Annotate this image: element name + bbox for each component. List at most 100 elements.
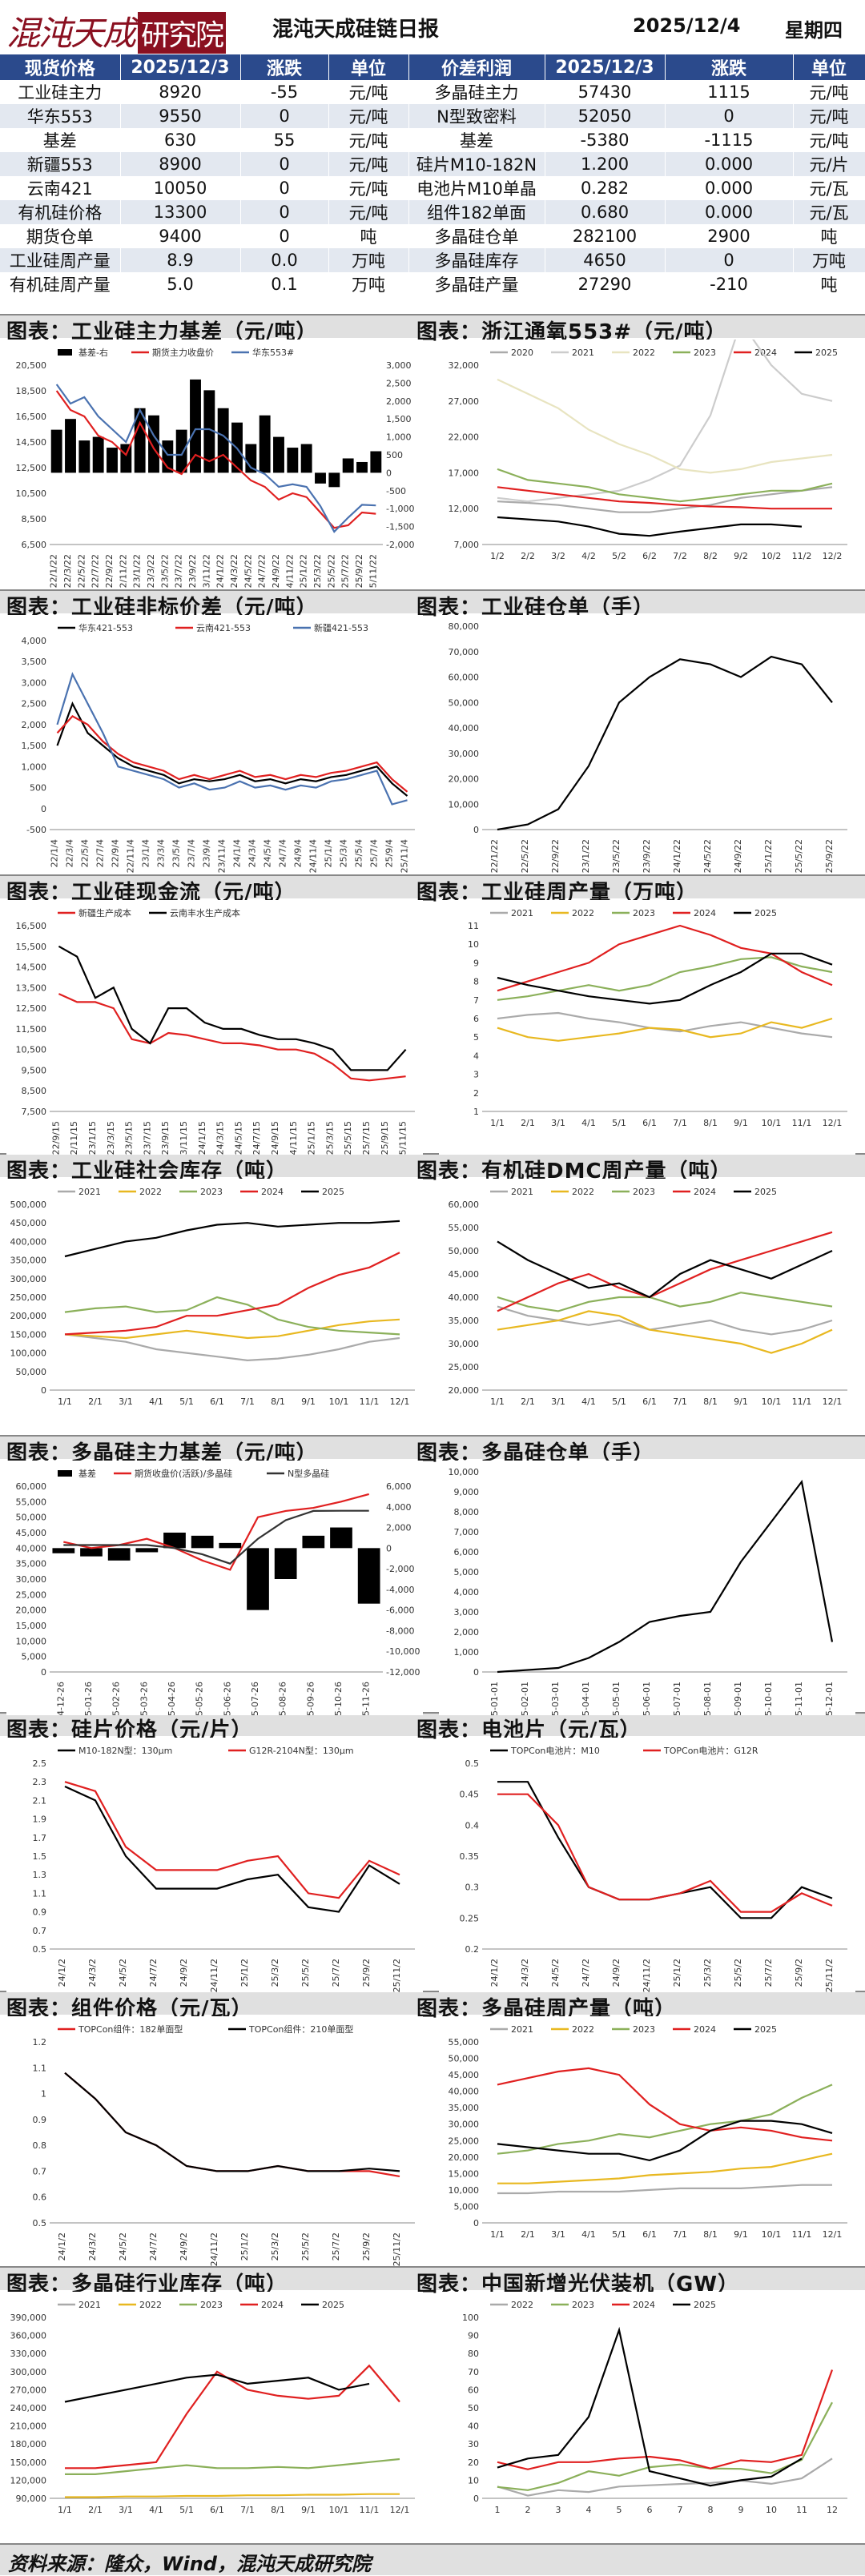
x-tick-label: 25/5/2 bbox=[300, 2232, 311, 2261]
y2-tick-label: 2,000 bbox=[386, 396, 412, 407]
y-tick-label: 50 bbox=[468, 2403, 479, 2413]
legend-item: 期货收盘价(活跃)/多晶硅 bbox=[114, 1468, 232, 1479]
bar-mark bbox=[302, 1535, 325, 1549]
legend-label: 华东553# bbox=[252, 347, 294, 358]
y-tick-label: 15,000 bbox=[16, 1621, 47, 1631]
legend-label: TOPCon电池片：M10 bbox=[510, 1746, 600, 1756]
table-cell: 元/吨 bbox=[328, 128, 409, 152]
series-line bbox=[497, 1231, 833, 1312]
x-tick-label: 23/1/22 bbox=[581, 839, 591, 873]
x-tick-label: 7/1 bbox=[673, 1397, 687, 1407]
x-tick-label: 22/7/4 bbox=[95, 839, 106, 867]
y-tick-label: 1 bbox=[41, 2089, 46, 2100]
x-tick-label: 9/2 bbox=[734, 551, 748, 561]
y-tick-label: 13,500 bbox=[16, 983, 47, 993]
legend-label: 2024 bbox=[633, 2300, 655, 2310]
x-tick-label: 3 bbox=[556, 2505, 561, 2515]
x-tick-label: 10/1 bbox=[762, 1397, 782, 1407]
legend-label: 华东421-553 bbox=[78, 622, 133, 633]
legend-item: G12R-2104N型：130μm bbox=[228, 1745, 354, 1756]
legend-label: 2021 bbox=[78, 2300, 101, 2310]
x-tick-label: 23/3/22 bbox=[146, 554, 156, 588]
y2-tick-label: -12,000 bbox=[386, 1667, 420, 1678]
x-tick-label: 25/7/4 bbox=[369, 839, 380, 867]
chart-svg: M10-182N型：130μm G12R-2104N型：130μm 0.5 0.7 0.… bbox=[33, 1745, 415, 1992]
x-tick-label: 11/1 bbox=[360, 2505, 380, 2515]
legend-item: TOPCon电池片：G12R bbox=[643, 1746, 758, 1756]
x-tick-label: 25/9/2 bbox=[361, 1959, 372, 1987]
legend-item: 2022 bbox=[612, 348, 655, 358]
x-tick-label: 22/1/22 bbox=[489, 839, 500, 873]
x-tick-label: 22/3/22 bbox=[62, 554, 73, 588]
legend-label: 2025 bbox=[694, 2300, 716, 2310]
chart-c1: 基差-右 期货主力收盘价 华东553# 6,500 8,500 10,500 12,500 1… bbox=[6, 340, 423, 588]
x-tick-label: 9/1 bbox=[734, 1397, 748, 1407]
x-tick-label: 22/9/15 bbox=[50, 1121, 61, 1155]
y-tick-label: 18,500 bbox=[16, 386, 47, 396]
x-tick-label: 25/9/22 bbox=[824, 839, 835, 873]
x-tick-label: 24/1/15 bbox=[197, 1121, 207, 1155]
table-cell: 0 bbox=[665, 248, 794, 272]
y-tick-label: 45,000 bbox=[449, 2070, 480, 2080]
table-cell: 9550 bbox=[120, 104, 241, 128]
y-tick-label: 22,000 bbox=[449, 432, 480, 443]
chart-svg: 2021 2022 2023 2024 2025 1 2 3 4 5 6 7 8 9 10 11 1/1 2/1 3… bbox=[468, 908, 847, 1128]
x-tick-label: 2025-02-01 bbox=[520, 1682, 530, 1715]
x-tick-label: 24/9/2 bbox=[179, 2232, 189, 2261]
table-cell: 0 bbox=[240, 104, 329, 128]
legend-label: 2023 bbox=[200, 1187, 223, 1197]
series-line bbox=[64, 1296, 400, 1336]
table-cell: 元/片 bbox=[793, 152, 865, 176]
bar-mark bbox=[120, 444, 132, 473]
chart-svg: 基差 期货收盘价(活跃)/多晶硅 N型多晶硅 0 5,000 10,000 15,000 20… bbox=[16, 1468, 420, 1715]
x-tick-label: 25/3/22 bbox=[312, 554, 323, 588]
y-tick-label: 3,000 bbox=[454, 1607, 480, 1618]
x-tick-label: 25/5/4 bbox=[354, 839, 364, 867]
y-tick-label: 6,500 bbox=[22, 540, 47, 550]
legend-item: 2024 bbox=[673, 908, 716, 918]
table-cell: 0 bbox=[240, 176, 329, 200]
y-tick-label: 2.3 bbox=[33, 1777, 47, 1787]
bar-mark bbox=[357, 1548, 380, 1604]
x-tick-label: 22/1/22 bbox=[49, 554, 59, 588]
section-header: 图表：工业硅主力基差（元/吨） 图表：浙江通氧553#（元/吨） bbox=[0, 314, 865, 344]
chart-svg: 0 1,000 2,000 3,000 4,000 5,000 6,000 7,000 8,00… bbox=[449, 1467, 847, 1715]
x-tick-label: 4/1 bbox=[581, 1397, 596, 1407]
x-tick-label: 24/1/22 bbox=[672, 839, 682, 873]
y-tick-label: 1.1 bbox=[33, 2063, 47, 2073]
x-tick-label: 24/7/2 bbox=[148, 1959, 159, 1987]
table-cell: 万吨 bbox=[328, 248, 409, 272]
bar-mark bbox=[107, 448, 118, 473]
legend-item: N型多晶硅 bbox=[267, 1468, 329, 1479]
chart-svg: 2021 2022 2023 2024 2025 0 50,000 100,000 150,00… bbox=[10, 1187, 415, 1407]
x-tick-label: 4/1 bbox=[581, 2229, 596, 2240]
legend-item: 2021 bbox=[551, 348, 594, 358]
section-header: 图表：工业硅社会库存（吨） 图表：有机硅DMC周产量（吨） bbox=[0, 1153, 865, 1184]
x-tick-label: 23/11/4 bbox=[217, 839, 227, 873]
y-tick-label: 360,000 bbox=[10, 2331, 47, 2341]
table-cell: 52050 bbox=[545, 104, 666, 128]
y-tick-label: 16,500 bbox=[16, 921, 47, 931]
series-line bbox=[497, 468, 833, 503]
legend-item: 2023 bbox=[179, 2300, 223, 2310]
chart-c16: 2022 2023 2024 2025 0 10 20 30 40 50 60 70 80 90 100 1 2… bbox=[439, 2292, 855, 2542]
x-tick-label: 2/1 bbox=[521, 1397, 535, 1407]
x-tick-label: 12/1 bbox=[390, 1397, 410, 1407]
table-cell: 云南421 bbox=[0, 176, 121, 200]
x-tick-label: 24/9/4 bbox=[293, 839, 304, 867]
x-tick-label: 2025-08-01 bbox=[702, 1682, 713, 1715]
table-cell: 元/吨 bbox=[328, 152, 409, 176]
chart-svg: 华东421-553 云南421-553 新疆421-553 -500 0 500 1,000… bbox=[22, 622, 415, 873]
table-cell: 282100 bbox=[545, 224, 666, 248]
y-tick-label: 3,500 bbox=[22, 657, 47, 667]
bar-mark bbox=[80, 1548, 103, 1557]
series-line bbox=[65, 2364, 400, 2470]
x-tick-label: 1/1 bbox=[490, 2229, 505, 2240]
x-tick-label: 8 bbox=[708, 2505, 714, 2515]
legend-item: 2021 bbox=[58, 2300, 101, 2310]
x-tick-label: 2025-11-26 bbox=[361, 1682, 372, 1715]
x-tick-label: 4/1 bbox=[149, 2505, 163, 2515]
legend-item: 2023 bbox=[612, 908, 655, 918]
y-tick-label: 1.3 bbox=[33, 1870, 47, 1880]
table-cell: 元/吨 bbox=[328, 176, 409, 200]
